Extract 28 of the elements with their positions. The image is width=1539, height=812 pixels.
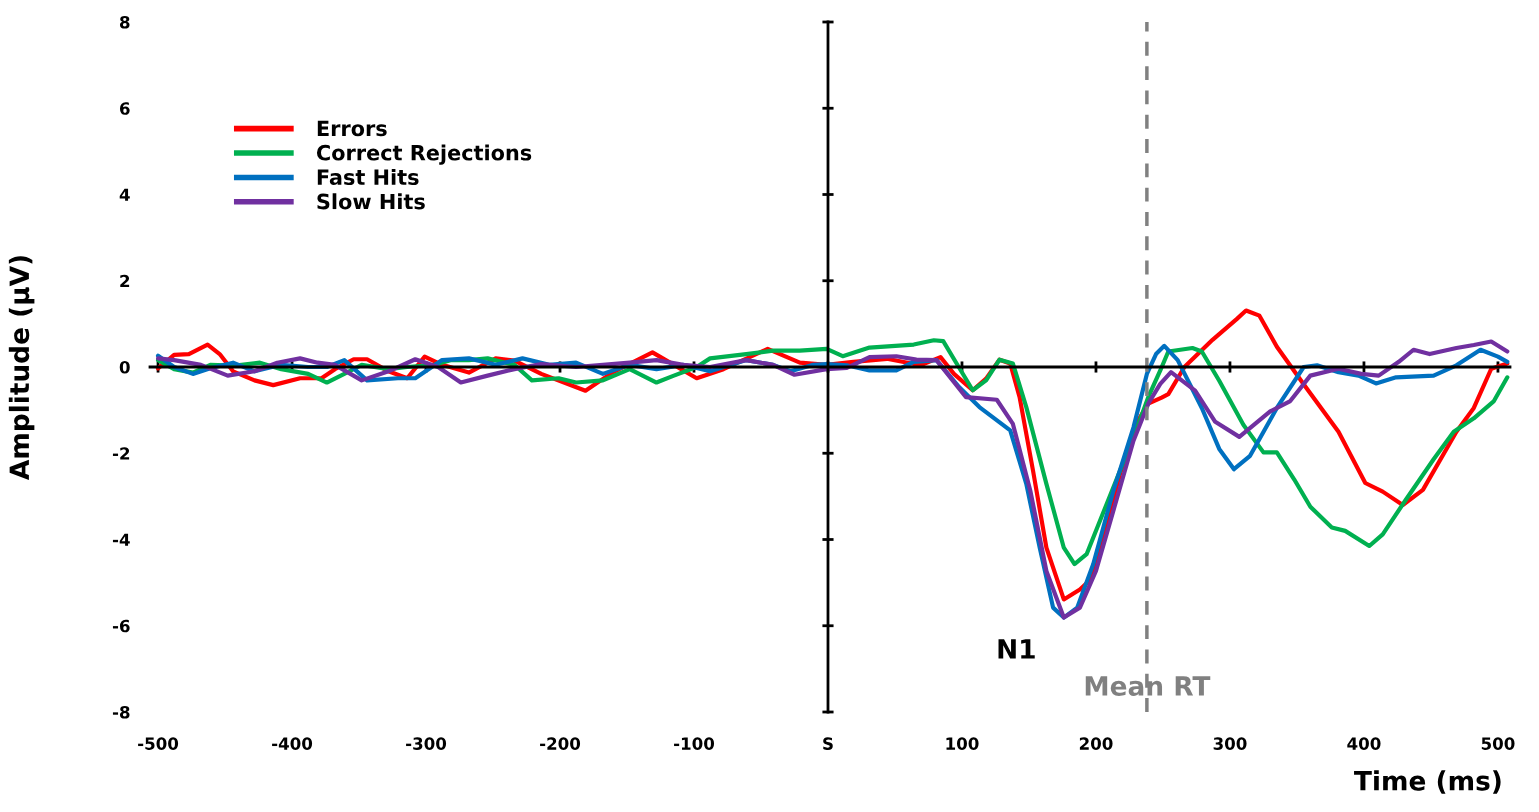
legend-label: Fast Hits bbox=[317, 168, 419, 186]
y-tick-label: 8 bbox=[119, 15, 130, 29]
legend-label: Slow Hits bbox=[317, 193, 425, 210]
x-tick-label: -300 bbox=[406, 737, 447, 750]
y-tick-label: -6 bbox=[112, 619, 130, 633]
y-tick-label: 0 bbox=[119, 360, 130, 374]
x-tick-label: -500 bbox=[138, 737, 179, 750]
y-tick-label: -4 bbox=[112, 533, 130, 546]
x-tick-label: 400 bbox=[1347, 737, 1381, 750]
x-tick-label: 300 bbox=[1213, 737, 1247, 750]
legend-label: Errors bbox=[317, 120, 387, 137]
x-tick-label: 200 bbox=[1079, 737, 1113, 750]
x-tick-label: -400 bbox=[272, 737, 313, 750]
y-tick-label: 4 bbox=[119, 188, 130, 201]
y-tick-label: 2 bbox=[120, 274, 130, 288]
y-tick-label: 6 bbox=[119, 102, 130, 115]
x-tick-label: 100 bbox=[946, 737, 979, 750]
legend-label: Correct Rejections bbox=[316, 144, 532, 165]
y-tick-label: -2 bbox=[112, 447, 130, 460]
annotation: N1 bbox=[998, 639, 1035, 659]
y-axis-title: Amplitude (µV) bbox=[8, 256, 35, 480]
ref-line-label: Mean RT bbox=[1085, 676, 1211, 696]
y-tick-label: -8 bbox=[112, 705, 130, 719]
x-axis-title: Time (ms) bbox=[1354, 770, 1501, 794]
x-tick-label: 500 bbox=[1481, 737, 1515, 750]
x-tick-label: -200 bbox=[540, 737, 581, 750]
x-tick-label: S bbox=[823, 737, 833, 750]
x-tick-label: -100 bbox=[674, 737, 715, 750]
